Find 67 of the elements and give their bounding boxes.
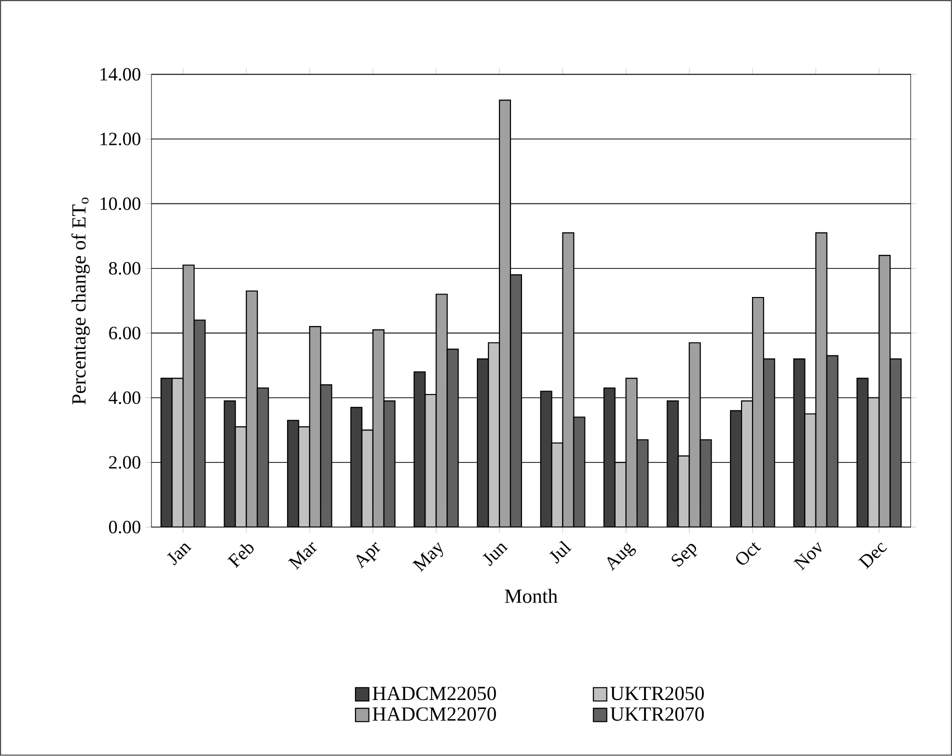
x-tick-label: Jun bbox=[482, 544, 508, 566]
bar bbox=[826, 355, 838, 528]
bar bbox=[361, 430, 374, 528]
bar bbox=[320, 384, 332, 528]
bar bbox=[372, 329, 384, 528]
y-tick-label: 0.00 bbox=[109, 520, 140, 534]
x-tick-label: Jul bbox=[549, 540, 572, 564]
bar bbox=[815, 232, 828, 528]
x-tick-label: Nov bbox=[793, 542, 822, 571]
x-tick-label: Jan bbox=[167, 544, 192, 566]
bar bbox=[161, 378, 172, 528]
legend-label: HADCM22050 bbox=[372, 686, 496, 700]
bar bbox=[510, 274, 522, 528]
legend-label: UKTR2070 bbox=[610, 707, 704, 721]
bar bbox=[476, 358, 489, 528]
x-tick-label: Mar bbox=[288, 542, 318, 570]
bar bbox=[688, 342, 701, 528]
bar bbox=[856, 378, 869, 528]
legend-label: HADCM22070 bbox=[372, 707, 496, 721]
bar bbox=[488, 342, 500, 528]
bar bbox=[741, 400, 754, 528]
bar bbox=[625, 378, 638, 528]
bar bbox=[551, 442, 564, 528]
bar bbox=[752, 297, 764, 528]
bar bbox=[763, 358, 776, 528]
bar bbox=[183, 265, 194, 528]
bar bbox=[603, 388, 616, 528]
bar bbox=[446, 348, 459, 528]
x-tick-label: Dec bbox=[858, 542, 887, 570]
y-tick-label: 14.00 bbox=[100, 68, 140, 81]
bar bbox=[234, 426, 247, 528]
y-tick-label: 10.00 bbox=[100, 197, 140, 210]
bar bbox=[256, 388, 269, 528]
x-tick-label: May bbox=[412, 542, 444, 572]
y-tick-label: 8.00 bbox=[109, 262, 140, 275]
x-tick-label: Sep bbox=[672, 544, 698, 567]
x-axis-title: Month bbox=[504, 589, 558, 604]
bar bbox=[383, 400, 396, 528]
x-tick-label: Oct bbox=[736, 542, 762, 565]
bar bbox=[309, 326, 322, 528]
bar bbox=[414, 371, 426, 528]
bar bbox=[172, 378, 184, 528]
bar bbox=[804, 414, 816, 528]
bar bbox=[246, 290, 258, 528]
bar bbox=[436, 294, 448, 528]
legend-label: UKTR2050 bbox=[610, 686, 704, 700]
bar bbox=[350, 407, 362, 528]
bar bbox=[730, 410, 742, 528]
y-axis-title: Percentage change of ET$_{o}$ bbox=[71, 198, 90, 405]
bar bbox=[498, 100, 512, 528]
bar bbox=[194, 320, 206, 528]
x-tick-label: Apr bbox=[356, 542, 380, 569]
y-tick-label: 12.00 bbox=[100, 132, 140, 146]
bar bbox=[793, 358, 806, 528]
bar bbox=[224, 400, 236, 528]
bar bbox=[298, 426, 310, 528]
x-tick-label: Aug bbox=[607, 542, 636, 571]
y-tick-label: 6.00 bbox=[109, 326, 140, 340]
bar bbox=[424, 394, 437, 528]
bar bbox=[878, 255, 891, 528]
y-tick-label: 4.00 bbox=[108, 392, 140, 404]
bar bbox=[868, 397, 880, 528]
bar bbox=[890, 358, 902, 528]
bar bbox=[287, 420, 300, 528]
x-tick-label: Feb bbox=[227, 544, 254, 568]
y-tick-label: 2.00 bbox=[109, 456, 140, 469]
bar bbox=[540, 390, 552, 528]
